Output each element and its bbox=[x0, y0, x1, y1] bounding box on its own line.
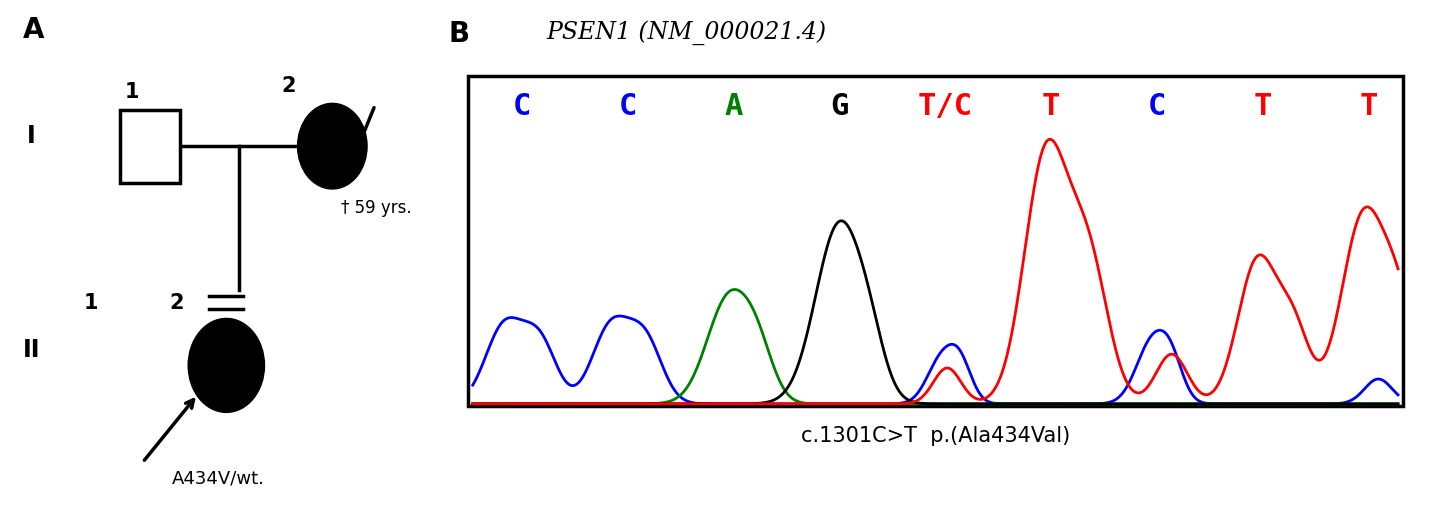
Text: 1: 1 bbox=[83, 293, 98, 313]
Text: T: T bbox=[1253, 92, 1272, 121]
Text: † 59 yrs.: † 59 yrs. bbox=[341, 199, 411, 217]
Text: C: C bbox=[513, 92, 532, 121]
Text: C: C bbox=[618, 92, 637, 121]
Bar bbox=[121, 110, 180, 183]
Text: 2: 2 bbox=[170, 293, 184, 313]
Text: T: T bbox=[1359, 92, 1378, 121]
Text: PSEN1 (NM_000021.4): PSEN1 (NM_000021.4) bbox=[546, 20, 826, 45]
Text: C: C bbox=[1148, 92, 1165, 121]
Text: G: G bbox=[831, 92, 849, 121]
Text: A: A bbox=[724, 92, 743, 121]
Text: T: T bbox=[1042, 92, 1061, 121]
Text: c.1301C>T  p.(Ala434Val): c.1301C>T p.(Ala434Val) bbox=[800, 426, 1071, 446]
Text: A: A bbox=[23, 16, 45, 44]
Bar bbox=[468, 76, 1403, 406]
Text: II: II bbox=[23, 338, 40, 362]
Text: 2: 2 bbox=[280, 76, 296, 96]
Text: I: I bbox=[27, 124, 36, 148]
Text: A434V/wt.: A434V/wt. bbox=[171, 470, 264, 488]
Text: B: B bbox=[448, 20, 470, 49]
Circle shape bbox=[188, 318, 264, 412]
Text: 1: 1 bbox=[125, 82, 139, 102]
Text: T/C: T/C bbox=[918, 92, 973, 121]
Circle shape bbox=[297, 103, 366, 189]
